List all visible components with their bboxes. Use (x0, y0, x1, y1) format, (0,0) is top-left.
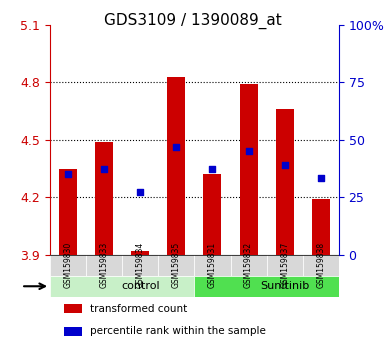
Bar (239, 84, 258, 255)
Text: GSM159830: GSM159830 (64, 242, 73, 289)
FancyBboxPatch shape (122, 255, 158, 276)
Point (137, 189, 143, 194)
Bar (131, 251, 149, 255)
FancyBboxPatch shape (50, 276, 194, 297)
Bar (276, 109, 294, 255)
Point (318, 175, 324, 181)
Bar (59, 169, 77, 255)
Bar (203, 174, 221, 255)
Text: control: control (121, 281, 160, 291)
Bar (65, 304, 82, 313)
Point (101, 166, 107, 171)
Bar (95, 142, 113, 255)
Point (246, 148, 252, 154)
Bar (312, 199, 330, 255)
FancyBboxPatch shape (86, 255, 122, 276)
Bar (65, 327, 82, 336)
Text: GSM159835: GSM159835 (172, 242, 181, 289)
Bar (167, 76, 186, 255)
FancyBboxPatch shape (303, 255, 339, 276)
Text: Sunitinib: Sunitinib (260, 281, 309, 291)
Text: GDS3109 / 1390089_at: GDS3109 / 1390089_at (104, 12, 281, 29)
Text: GSM159838: GSM159838 (316, 242, 325, 289)
FancyBboxPatch shape (266, 255, 303, 276)
Text: GSM159831: GSM159831 (208, 242, 217, 289)
Text: percentile rank within the sample: percentile rank within the sample (90, 326, 266, 336)
FancyBboxPatch shape (194, 255, 231, 276)
FancyBboxPatch shape (158, 255, 194, 276)
Point (281, 162, 288, 167)
Point (173, 145, 179, 150)
FancyBboxPatch shape (194, 276, 339, 297)
FancyBboxPatch shape (231, 255, 266, 276)
Point (209, 166, 216, 171)
Text: GSM159834: GSM159834 (136, 242, 145, 289)
Text: GSM159833: GSM159833 (100, 242, 109, 289)
Text: transformed count: transformed count (90, 304, 188, 314)
Text: GSM159837: GSM159837 (280, 242, 289, 289)
FancyBboxPatch shape (50, 255, 86, 276)
Point (65, 171, 71, 177)
Text: GSM159832: GSM159832 (244, 242, 253, 289)
